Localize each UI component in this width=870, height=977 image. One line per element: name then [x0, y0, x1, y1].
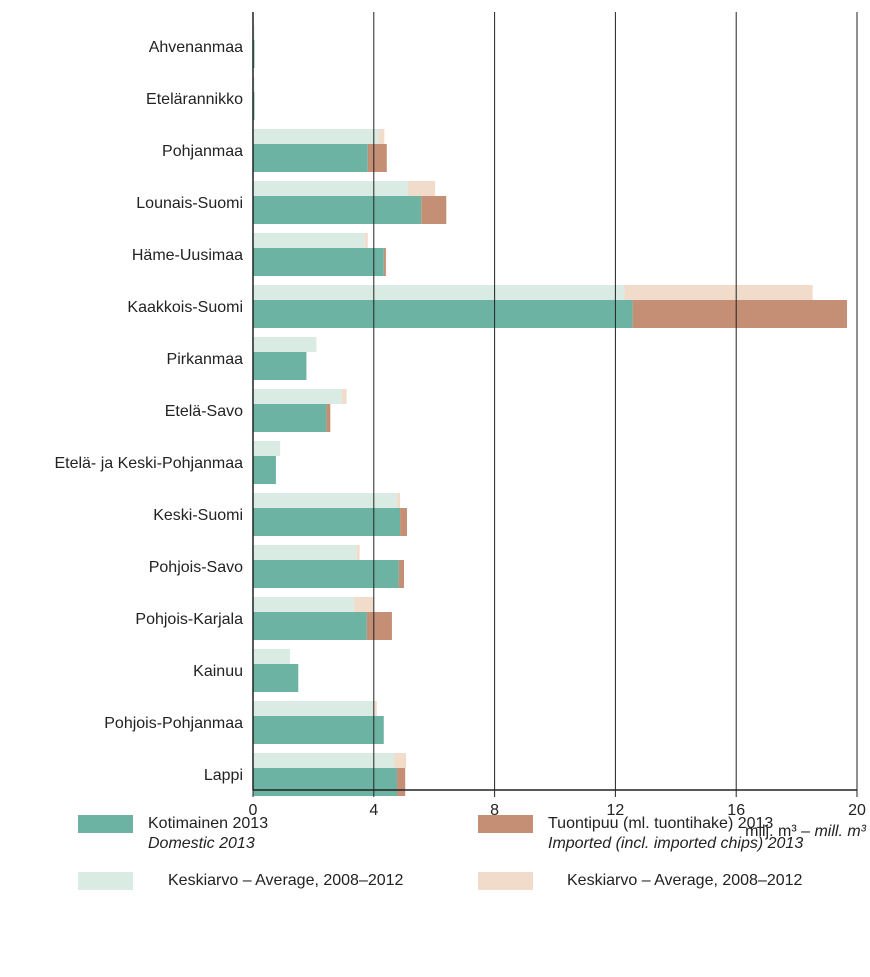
bar: [624, 285, 813, 300]
bar: [632, 300, 848, 328]
x-axis-label-part: –: [797, 823, 815, 840]
bar: [367, 144, 387, 172]
x-tick-label: 12: [607, 802, 625, 819]
bar: [253, 716, 384, 744]
bar: [253, 129, 379, 144]
bar: [364, 233, 368, 248]
bar: [253, 753, 395, 768]
bar: [253, 248, 384, 276]
legend-label: Keskiarvo – Average, 2008–2012: [168, 872, 404, 889]
bar: [253, 300, 633, 328]
category-label: Pohjois-Karjala: [135, 611, 243, 628]
legend-swatch: [478, 815, 533, 833]
bar: [253, 40, 255, 68]
x-axis-label: milj. m³ – mill. m³: [745, 823, 867, 840]
legend-label: Keskiarvo – Average, 2008–2012: [567, 872, 803, 889]
category-label: Pohjanmaa: [162, 143, 243, 160]
category-label: Pohjois-Pohjanmaa: [104, 715, 243, 732]
bar: [421, 196, 447, 224]
x-tick-label: 0: [249, 802, 258, 819]
bar: [253, 612, 367, 640]
bar: [394, 753, 407, 768]
bar: [253, 337, 317, 352]
x-tick-label: 20: [848, 802, 866, 819]
bar: [253, 77, 255, 92]
category-label: Lounais-Suomi: [136, 195, 243, 212]
category-label: Pohjois-Savo: [149, 559, 243, 576]
bar: [253, 597, 355, 612]
bar: [253, 233, 365, 248]
category-label: Keski-Suomi: [153, 507, 243, 524]
bar: [253, 92, 255, 120]
bar: [374, 701, 377, 716]
bar: [253, 545, 357, 560]
bar: [342, 389, 347, 404]
category-label: Ahvenanmaa: [149, 39, 243, 56]
bar: [253, 441, 281, 456]
bar: [326, 404, 331, 432]
bar: [378, 129, 385, 144]
category-label: Etelärannikko: [146, 91, 243, 108]
bar: [253, 285, 625, 300]
legend-swatch: [78, 872, 133, 890]
bar: [356, 545, 360, 560]
bar: [397, 768, 406, 796]
bar: [354, 597, 374, 612]
x-tick-label: 16: [727, 802, 745, 819]
bar: [407, 181, 436, 196]
legend-label: Tuontipuu (ml. tuontihake) 2013: [548, 815, 773, 832]
legend-swatch: [78, 815, 133, 833]
legend-swatch: [478, 872, 533, 890]
legend-label-en: Domestic 2013: [148, 835, 255, 852]
bar: [253, 389, 343, 404]
bar: [253, 181, 408, 196]
legend-label-en: Imported (incl. imported chips) 2013: [548, 835, 803, 852]
legend-label: Kotimainen 2013: [148, 815, 268, 832]
bar: [253, 560, 399, 588]
x-axis-label-part: mill. m³: [814, 823, 866, 840]
bar: [397, 493, 401, 508]
bar: [253, 649, 291, 664]
bar: [253, 508, 401, 536]
bar: [400, 508, 408, 536]
bar: [253, 493, 398, 508]
bar: [253, 352, 307, 380]
category-label: Etelä- ja Keski-Pohjanmaa: [54, 455, 243, 472]
bar: [253, 144, 368, 172]
category-label: Etelä-Savo: [165, 403, 243, 420]
bar: [253, 664, 299, 692]
category-label: Kainuu: [193, 663, 243, 680]
bar: [366, 612, 392, 640]
bar: [253, 701, 375, 716]
bar: [253, 768, 398, 796]
bar: [253, 456, 276, 484]
x-tick-label: 4: [369, 802, 378, 819]
bar: [253, 404, 327, 432]
category-label: Häme-Uusimaa: [132, 247, 243, 264]
bar: [253, 25, 255, 40]
x-tick-label: 8: [490, 802, 499, 819]
x-axis-label-part: milj. m³: [745, 823, 797, 840]
bar: [253, 196, 422, 224]
category-label: Kaakkois-Suomi: [127, 299, 243, 316]
bar: [398, 560, 404, 588]
category-label: Lappi: [204, 767, 243, 784]
bar: [383, 248, 386, 276]
category-label: Pirkanmaa: [167, 351, 244, 368]
